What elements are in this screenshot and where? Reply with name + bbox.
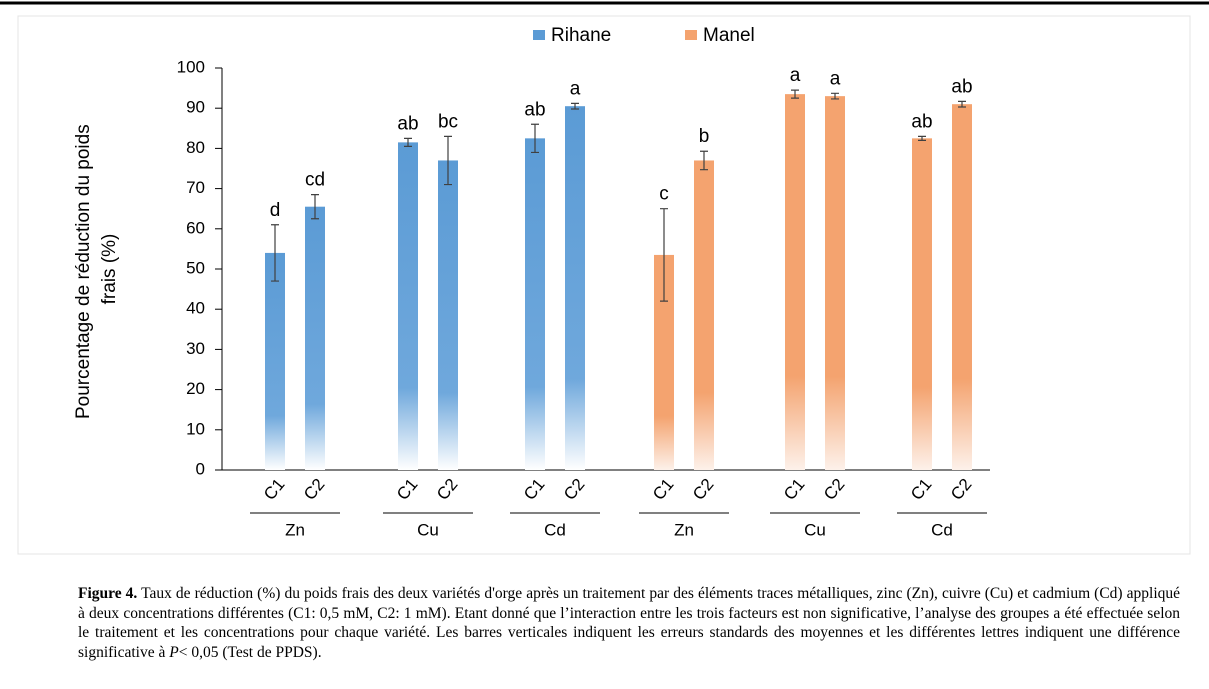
y-tick-label: 90 — [186, 98, 205, 117]
significance-letter: cd — [305, 170, 325, 191]
bar — [952, 104, 972, 471]
bar — [438, 160, 458, 470]
x-tick-label: C1 — [260, 475, 289, 504]
chart: Pourcentage de réduction du poids frais … — [0, 1, 1209, 555]
y-tick-label: 40 — [186, 299, 205, 318]
group-label: Cd — [931, 520, 953, 539]
significance-letter: ab — [397, 113, 418, 134]
bar — [525, 138, 545, 470]
significance-letter: ab — [524, 99, 545, 120]
x-tick-label: C2 — [560, 475, 589, 504]
y-axis-label-line: frais (%) — [99, 234, 120, 305]
error-bar — [404, 137, 412, 147]
significance-letter: a — [570, 78, 581, 99]
bar — [565, 106, 585, 470]
legend-label: Manel — [703, 25, 755, 46]
x-tick-label: C2 — [689, 475, 718, 504]
x-tick-label: C1 — [780, 475, 809, 504]
legend-swatch — [685, 30, 697, 40]
error-bar — [571, 102, 579, 110]
significance-letter: ab — [951, 76, 972, 97]
error-bar — [791, 89, 799, 99]
significance-letter: c — [659, 184, 669, 205]
error-bar — [918, 135, 926, 141]
significance-letter: bc — [438, 111, 458, 132]
bar — [912, 138, 932, 470]
error-bar — [271, 224, 279, 282]
x-tick-label: C1 — [520, 475, 549, 504]
bar — [654, 254, 674, 470]
y-tick-label: 60 — [186, 218, 205, 237]
error-bar — [531, 123, 539, 154]
group-label: Zn — [674, 520, 694, 539]
y-tick-label: 80 — [186, 138, 205, 157]
x-tick-label: C1 — [649, 475, 678, 504]
legend-swatch — [533, 30, 545, 40]
x-tick-label: C2 — [300, 475, 329, 504]
error-bar — [660, 208, 668, 302]
error-bar — [831, 92, 839, 100]
bar — [305, 206, 325, 470]
x-tick-label: C1 — [907, 475, 936, 504]
error-bar — [444, 135, 452, 186]
significance-letter: ab — [911, 111, 932, 132]
group-label: Cu — [804, 520, 826, 539]
x-tick-label: C1 — [393, 475, 422, 504]
significance-letter: d — [270, 200, 281, 221]
x-tick-label: C2 — [820, 475, 849, 504]
group-label: Cu — [417, 520, 439, 539]
y-tick-label: 10 — [186, 419, 205, 438]
significance-letter: a — [790, 65, 801, 86]
y-tick-label: 50 — [186, 258, 205, 277]
y-axis-label-line: Pourcentage de réduction du poids — [73, 124, 94, 419]
y-tick-label: 70 — [186, 178, 205, 197]
bar — [785, 94, 805, 470]
bar — [398, 142, 418, 470]
y-tick-label: 100 — [177, 57, 205, 76]
caption-text: Taux de réduction (%) du poids frais des… — [78, 585, 1181, 661]
bar — [825, 96, 845, 470]
error-bar — [311, 194, 319, 220]
y-axis-label: Pourcentage de réduction du poids frais … — [73, 119, 120, 419]
error-bar — [958, 100, 966, 108]
caption-label: Figure 4. — [78, 585, 138, 602]
y-tick-label: 30 — [186, 339, 205, 358]
bar — [265, 252, 285, 470]
significance-letter: b — [699, 126, 710, 147]
x-tick-label: C2 — [433, 475, 462, 504]
chart-frame — [17, 15, 1191, 555]
group-label: Zn — [285, 520, 305, 539]
caption-text: < 0,05 (Test de PPDS). — [178, 643, 322, 661]
caption-italic: P — [169, 643, 179, 661]
y-tick-label: 20 — [186, 379, 205, 398]
x-tick-label: C2 — [947, 475, 976, 504]
y-tick-label: 0 — [196, 459, 205, 478]
group-label: Cd — [544, 520, 566, 539]
caption: Figure 4. Taux de réduction (%) du poids… — [78, 584, 1180, 662]
error-bar — [700, 150, 708, 171]
significance-letter: a — [830, 68, 841, 89]
bar — [694, 160, 714, 470]
legend-label: Rihane — [551, 25, 611, 46]
